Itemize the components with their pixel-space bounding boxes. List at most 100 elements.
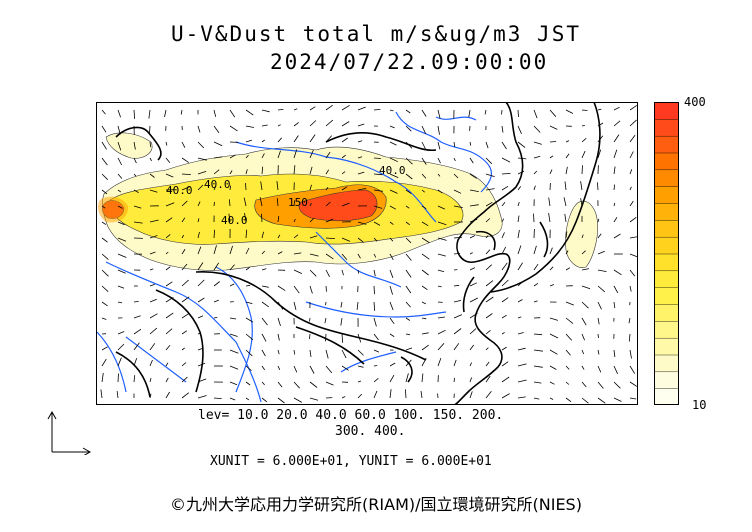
wind-vector bbox=[101, 358, 107, 367]
wind-vector bbox=[597, 285, 606, 293]
wind-vector bbox=[517, 186, 522, 191]
wind-vector bbox=[469, 141, 472, 146]
wind-vector bbox=[373, 365, 378, 367]
wind-vector bbox=[309, 184, 312, 191]
wind-vector bbox=[565, 349, 571, 356]
wind-vector bbox=[101, 301, 108, 307]
contour-levels-continued: 300. 400. bbox=[335, 424, 406, 439]
wind-vector bbox=[293, 122, 299, 127]
wind-vector bbox=[581, 349, 585, 355]
wind-vector bbox=[373, 237, 378, 242]
wind-vector bbox=[501, 125, 504, 133]
wind-vector bbox=[469, 328, 477, 335]
wind-vector bbox=[181, 141, 186, 148]
wind-vector bbox=[229, 333, 238, 337]
wind-vector bbox=[485, 296, 494, 303]
wind-vector bbox=[181, 362, 187, 367]
wind-vector bbox=[133, 205, 142, 209]
wind-vector bbox=[181, 330, 188, 335]
wind-vector bbox=[229, 185, 231, 191]
wind-vector bbox=[148, 109, 151, 119]
wind-vector bbox=[453, 328, 462, 335]
wind-vector bbox=[485, 201, 493, 207]
wind-vector bbox=[469, 157, 474, 164]
wind-vector bbox=[437, 157, 441, 164]
wind-vector bbox=[357, 221, 367, 225]
wind-vector bbox=[325, 135, 332, 143]
wind-vector bbox=[325, 169, 330, 175]
wind-vector bbox=[341, 121, 350, 127]
wind-vector bbox=[213, 185, 217, 191]
wind-vector bbox=[420, 390, 423, 399]
wind-vector bbox=[565, 317, 574, 324]
wind-vector bbox=[100, 389, 103, 399]
wind-vector bbox=[340, 301, 343, 308]
wind-vector bbox=[341, 349, 347, 359]
wind-vector bbox=[261, 333, 267, 342]
wind-vector bbox=[533, 333, 543, 336]
wind-vector bbox=[373, 205, 383, 209]
wind-vector bbox=[421, 205, 427, 210]
wind-vector bbox=[453, 359, 457, 367]
wind-vector bbox=[117, 109, 121, 118]
wind-vector bbox=[389, 221, 394, 225]
wind-vector bbox=[437, 125, 440, 135]
wind-vector bbox=[309, 166, 313, 175]
wind-vector bbox=[213, 262, 220, 271]
wind-vector bbox=[373, 377, 379, 383]
wind-vector bbox=[325, 218, 334, 223]
wind-vector bbox=[389, 205, 396, 210]
wind-vector bbox=[277, 234, 281, 239]
wind-vector bbox=[149, 298, 157, 303]
wind-vector bbox=[389, 125, 395, 129]
colorbar bbox=[654, 102, 679, 405]
wind-vector bbox=[565, 301, 574, 306]
wind-vector bbox=[101, 317, 107, 320]
wind-vector bbox=[548, 213, 551, 223]
wind-vector bbox=[405, 347, 413, 351]
wind-vector bbox=[101, 221, 107, 225]
wind-vector bbox=[340, 317, 343, 326]
wind-vector bbox=[469, 204, 479, 207]
wind-vector-field bbox=[100, 104, 638, 404]
colorbar-swatch bbox=[654, 354, 679, 373]
wind-vector bbox=[149, 141, 152, 148]
wind-vector bbox=[421, 269, 429, 276]
wind-vector bbox=[405, 141, 413, 149]
wind-vector bbox=[309, 134, 316, 143]
colorbar-swatch bbox=[654, 118, 679, 137]
wind-vector bbox=[389, 333, 395, 337]
wind-vector bbox=[101, 373, 104, 383]
wind-vector bbox=[309, 106, 316, 111]
wind-vector bbox=[629, 397, 637, 400]
wind-vector bbox=[165, 202, 175, 207]
wind-vector bbox=[277, 349, 280, 355]
wind-vector bbox=[245, 397, 250, 401]
wind-vector bbox=[165, 345, 171, 351]
wind-vector bbox=[405, 285, 412, 294]
wind-vector bbox=[101, 157, 108, 166]
wind-vector bbox=[149, 327, 158, 335]
wind-vector bbox=[469, 189, 479, 192]
wind-vector bbox=[213, 201, 215, 207]
wind-vector bbox=[613, 233, 621, 239]
colorbar-swatch bbox=[654, 253, 679, 272]
wind-vector bbox=[261, 301, 270, 308]
vector-units: XUNIT = 6.000E+01, YUNIT = 6.000E+01 bbox=[210, 454, 492, 469]
wind-vector bbox=[437, 316, 445, 319]
wind-vector bbox=[181, 248, 186, 255]
wind-vector bbox=[293, 149, 298, 159]
wind-vector bbox=[389, 285, 393, 295]
wind-vector bbox=[421, 344, 429, 351]
wind-vector bbox=[485, 375, 491, 383]
wind-vector bbox=[437, 269, 445, 273]
wind-vector bbox=[405, 359, 412, 367]
wind-vector bbox=[533, 365, 543, 368]
wind-vector bbox=[341, 137, 348, 143]
colorbar-swatch bbox=[654, 152, 679, 171]
wind-vector bbox=[324, 317, 327, 324]
wind-vector bbox=[197, 362, 206, 367]
contour-levels: lev= 10.0 20.0 40.0 60.0 100. 150. 200. bbox=[198, 408, 504, 423]
wind-vector bbox=[581, 150, 586, 159]
wind-vector bbox=[117, 125, 121, 135]
